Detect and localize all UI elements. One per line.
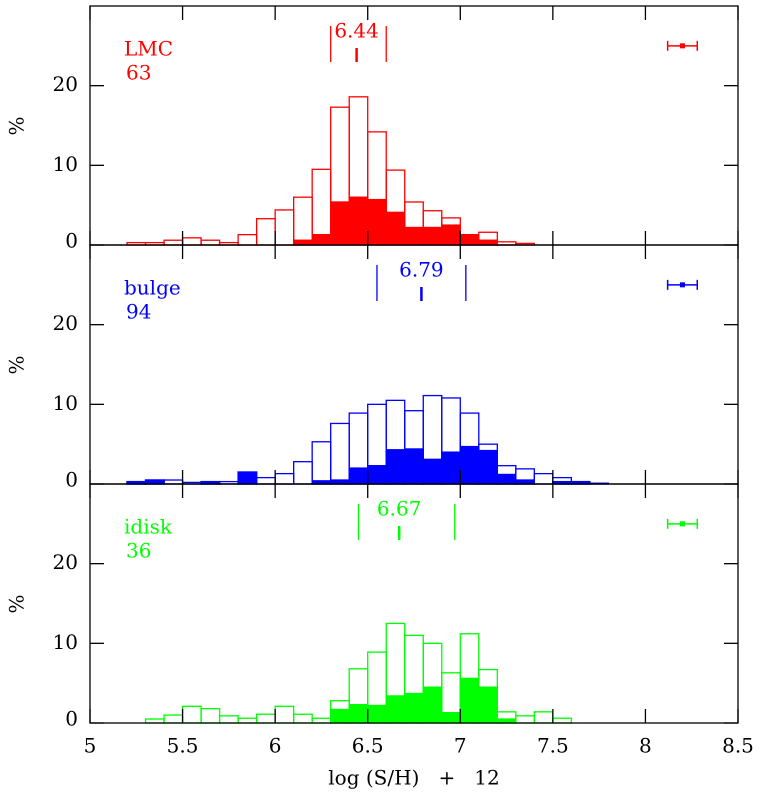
- filled-bar: [422, 226, 443, 246]
- filled-bar: [459, 677, 480, 724]
- filled-bar: [459, 233, 480, 246]
- sample-count: 36: [126, 539, 151, 563]
- x-tick-label: 6.5: [352, 734, 384, 758]
- bar: [533, 472, 554, 485]
- bar: [311, 168, 332, 246]
- filled-bar: [367, 198, 387, 246]
- bar: [330, 422, 350, 485]
- x-tick-label: 5.5: [167, 734, 199, 758]
- plot-frame: [89, 483, 739, 724]
- y-tick-label: 0: [65, 707, 78, 731]
- filled-bar: [385, 449, 406, 485]
- filled-bar: [478, 449, 498, 485]
- filled-bar: [404, 692, 424, 724]
- bar: [552, 717, 573, 724]
- y-tick-label: 20: [53, 550, 78, 574]
- error-point: [679, 43, 685, 49]
- filled-bar: [441, 451, 461, 485]
- median-label: 6.79: [399, 258, 444, 282]
- bar: [311, 441, 332, 485]
- bar: [255, 218, 276, 246]
- filled-bar: [311, 233, 332, 246]
- x-tick-label: 7: [454, 734, 467, 758]
- filled-bar: [330, 708, 350, 724]
- filled-bar: [422, 458, 443, 485]
- filled-bar: [478, 239, 498, 246]
- bar: [200, 239, 221, 246]
- filled-bar: [404, 448, 424, 485]
- x-tick-label: 6: [269, 734, 282, 758]
- x-tick-label: 8: [639, 734, 652, 758]
- y-tick-label: 20: [53, 311, 78, 335]
- y-axis-label: %: [5, 355, 29, 374]
- bar: [274, 209, 295, 246]
- plot-frame: [89, 5, 739, 246]
- median-label: 6.67: [377, 497, 422, 521]
- bar: [274, 472, 295, 485]
- filled-bar: [422, 686, 443, 724]
- bar: [255, 476, 276, 485]
- y-tick-label: 0: [65, 468, 78, 492]
- bar: [237, 717, 258, 724]
- filled-bar: [367, 465, 387, 485]
- bar: [163, 239, 184, 246]
- bar: [293, 713, 313, 724]
- y-axis-label: %: [5, 594, 29, 613]
- x-tick-label: 5: [84, 734, 97, 758]
- y-tick-label: 0: [65, 229, 78, 253]
- sample-label: bulge: [124, 276, 181, 300]
- bar: [218, 715, 239, 724]
- y-tick-label: 20: [53, 72, 78, 96]
- bar: [181, 237, 202, 246]
- y-tick-label: 10: [53, 152, 78, 176]
- filled-bar: [348, 196, 369, 246]
- y-axis-label: %: [5, 116, 29, 135]
- bar: [274, 705, 295, 724]
- bar: [515, 715, 535, 724]
- bar: [293, 196, 313, 246]
- filled-bar: [459, 445, 480, 485]
- bar: [311, 717, 332, 724]
- bar: [255, 713, 276, 724]
- filled-bar: [348, 467, 369, 485]
- filled-bar: [441, 711, 461, 724]
- filled-bar: [478, 686, 498, 724]
- median-label: 6.44: [334, 19, 379, 43]
- x-tick-label: 8.5: [722, 734, 754, 758]
- filled-bar: [367, 704, 387, 724]
- sample-label: idisk: [124, 515, 173, 539]
- bar: [533, 711, 554, 724]
- y-tick-label: 10: [53, 391, 78, 415]
- sample-count: 94: [126, 300, 151, 324]
- filled-bar: [385, 695, 406, 724]
- bar: [237, 233, 258, 246]
- x-tick-label: 7.5: [537, 734, 569, 758]
- filled-bar: [404, 226, 424, 246]
- bar: [163, 714, 184, 724]
- x-axis-label: log (S/H) + 12: [328, 766, 499, 790]
- filled-bar: [293, 239, 313, 246]
- bar: [181, 705, 202, 724]
- bar: [200, 708, 221, 724]
- error-point: [679, 521, 685, 527]
- filled-bar: [385, 211, 406, 246]
- filled-bar: [496, 473, 517, 485]
- filled-bar: [441, 224, 461, 246]
- sample-label: LMC: [124, 37, 173, 61]
- filled-bar: [348, 704, 369, 724]
- filled-bar: [237, 471, 258, 485]
- filled-bar: [330, 201, 350, 246]
- error-point: [679, 282, 685, 288]
- sample-count: 63: [126, 61, 151, 85]
- y-tick-label: 10: [53, 630, 78, 654]
- bar: [293, 461, 313, 485]
